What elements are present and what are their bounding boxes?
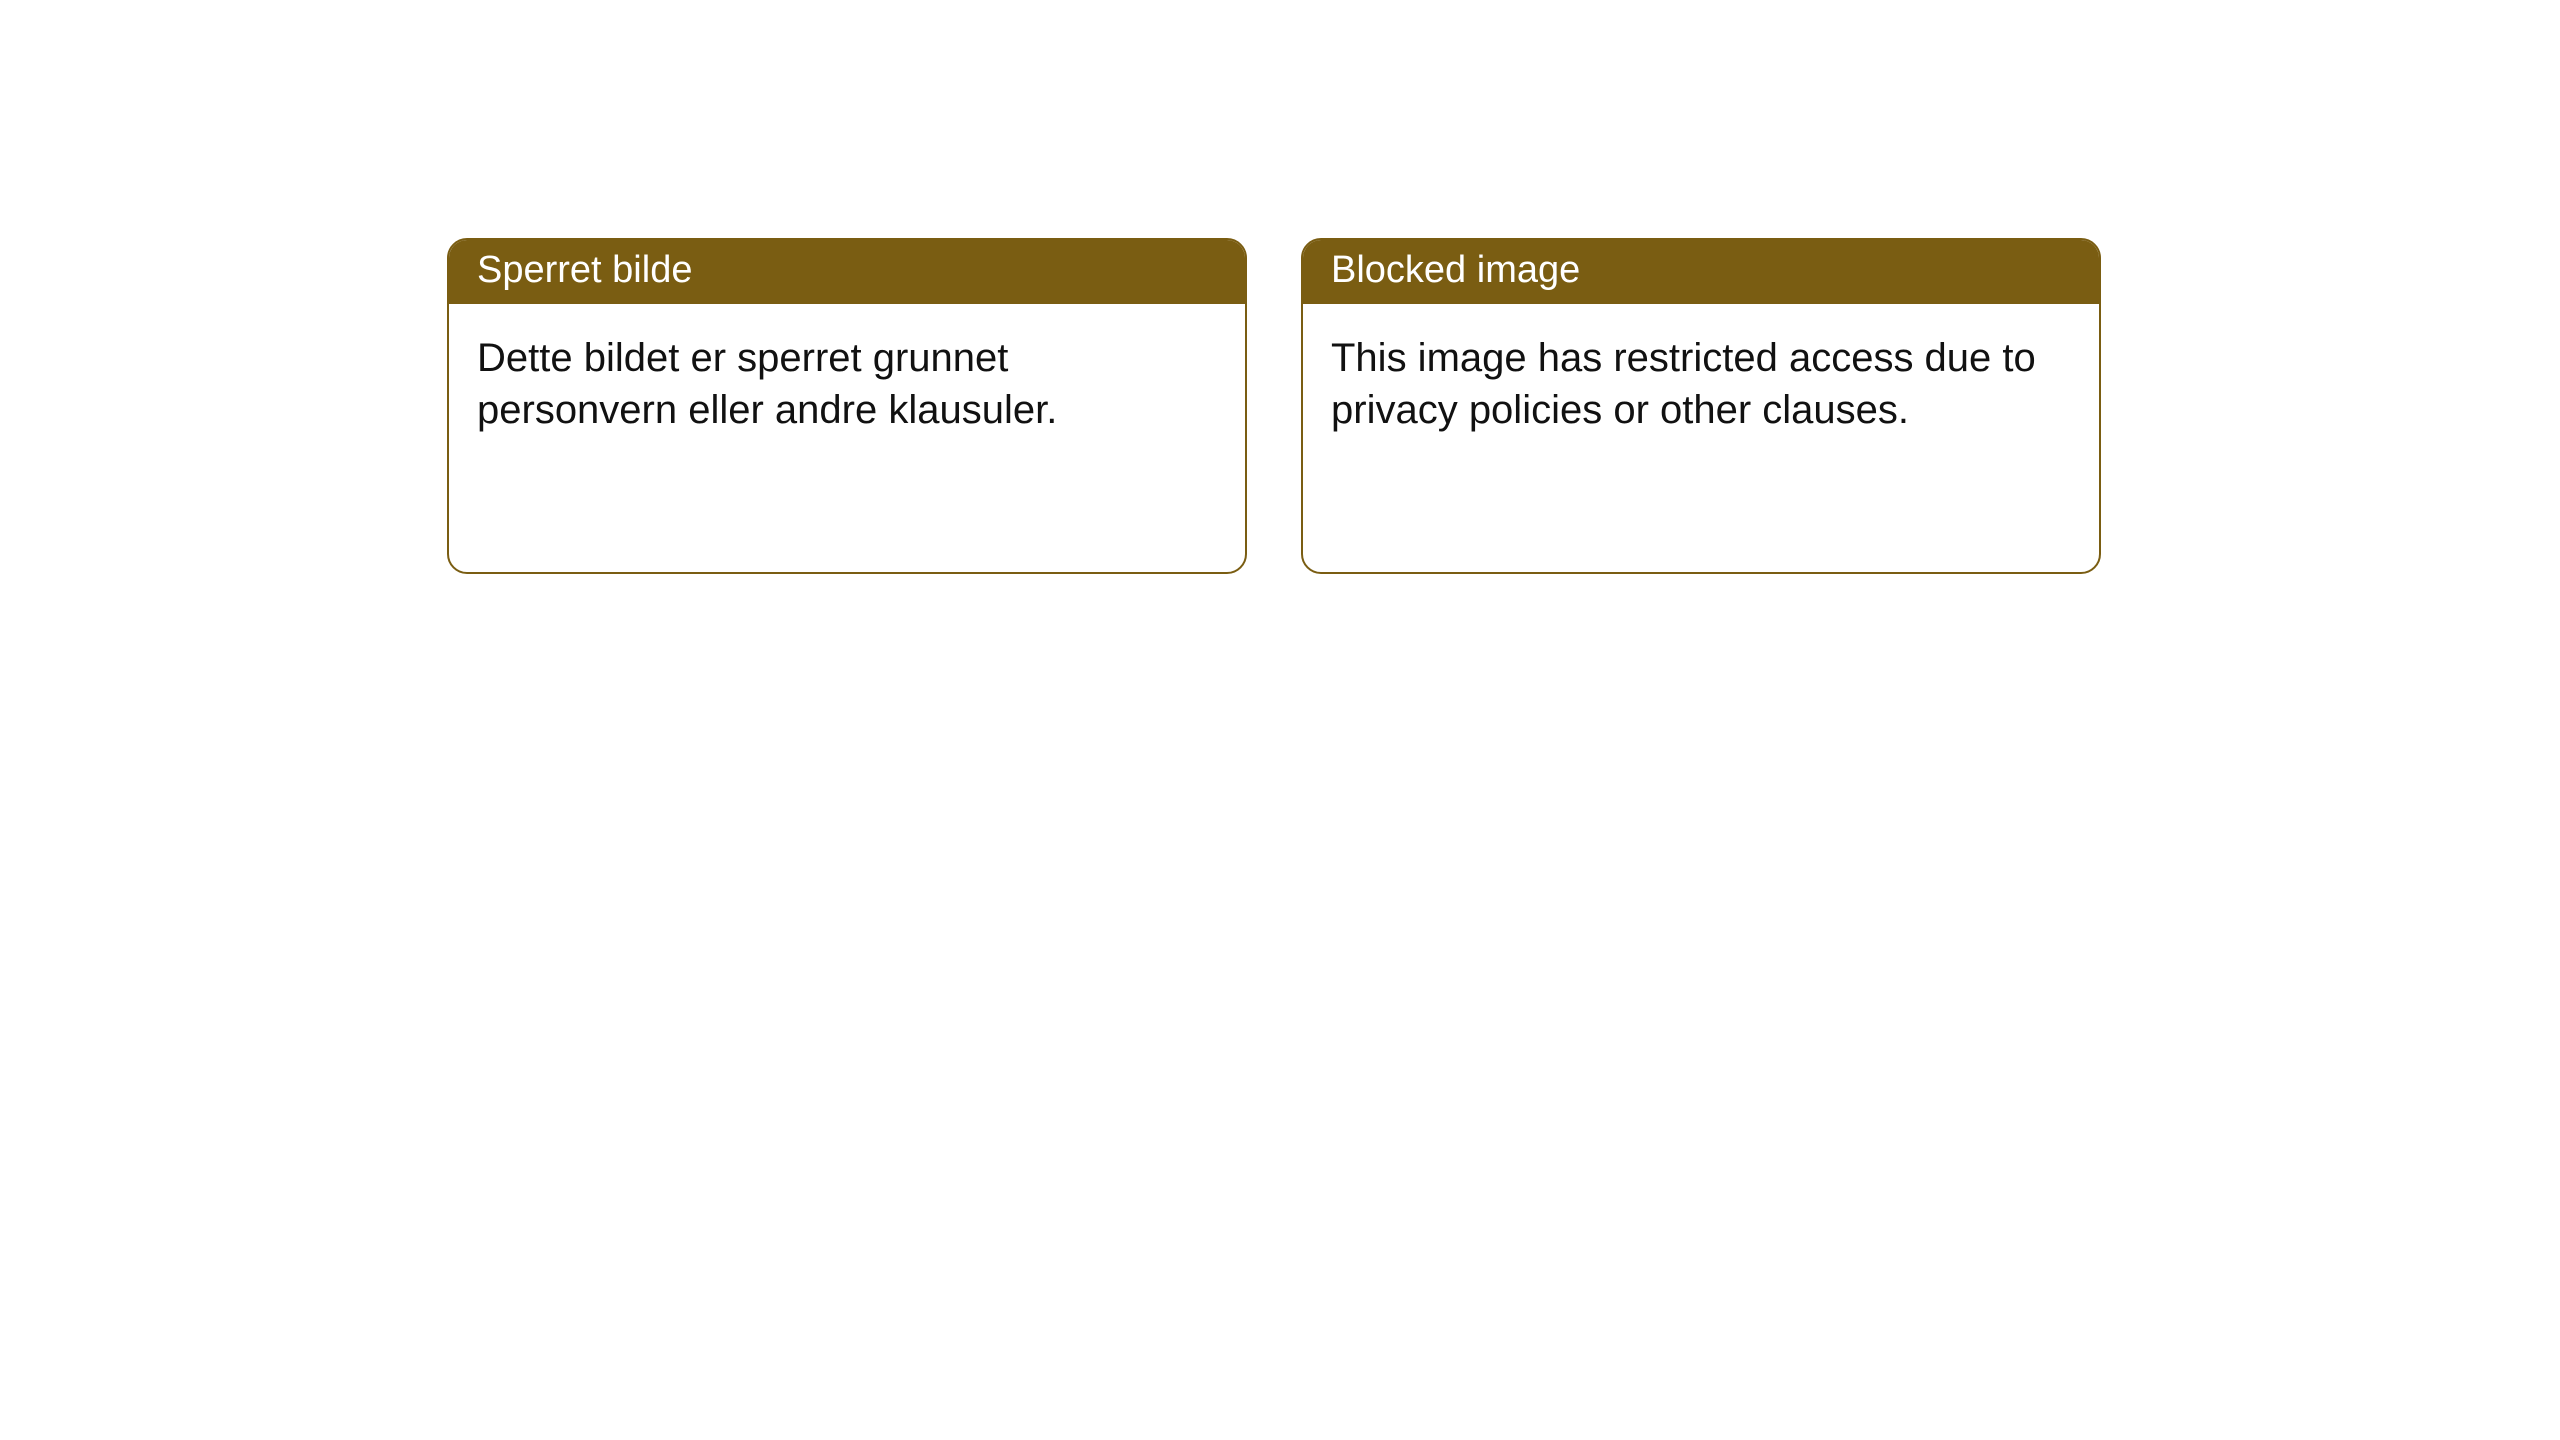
blocked-image-card-no: Sperret bilde Dette bildet er sperret gr… — [447, 238, 1247, 574]
card-title: Sperret bilde — [449, 240, 1245, 304]
blocked-image-card-en: Blocked image This image has restricted … — [1301, 238, 2101, 574]
notice-cards-row: Sperret bilde Dette bildet er sperret gr… — [447, 238, 2101, 574]
card-title: Blocked image — [1303, 240, 2099, 304]
card-body: This image has restricted access due to … — [1303, 304, 2099, 464]
card-body: Dette bildet er sperret grunnet personve… — [449, 304, 1245, 464]
